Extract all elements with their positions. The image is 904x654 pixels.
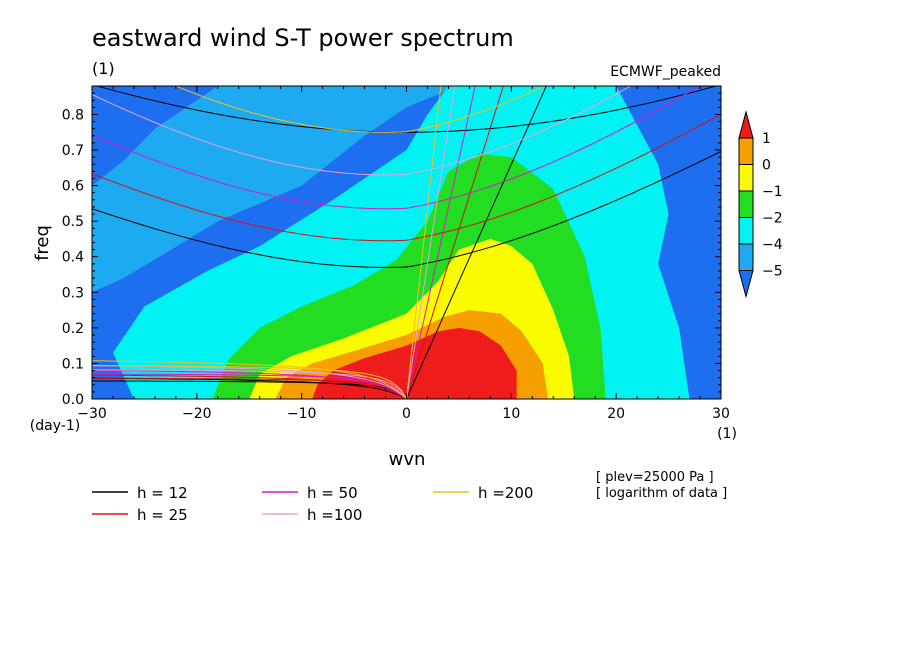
colorbar-label: −1 — [762, 184, 783, 200]
colorbar-band — [738, 217, 754, 245]
x-tick-label: 30 — [712, 406, 730, 422]
legend-label: h = 12 — [137, 484, 188, 502]
y-tick-label: 0.6 — [62, 179, 84, 195]
kelvin-curve-h12 — [406, 86, 547, 399]
y-tick-label: 0.1 — [62, 356, 84, 372]
rossby-curve-h200 — [92, 360, 407, 399]
y-tick-label: 0.5 — [62, 214, 84, 230]
y-tick-label: 0.0 — [62, 392, 84, 408]
colorbar-label: 1 — [762, 131, 771, 147]
y-tick-label: 0.3 — [62, 285, 84, 301]
y-tick-label: 0.7 — [62, 143, 84, 159]
mrg-low-curve-h12 — [92, 380, 407, 399]
x-axis-units: (1) — [717, 426, 737, 442]
mrg-high-curve-h25 — [92, 113, 721, 242]
contour-level-neg5 — [92, 86, 459, 293]
x-tick-label: 10 — [502, 406, 520, 422]
ig-curve-h50 — [92, 0, 721, 8]
mrg-high-curve-h50 — [92, 86, 701, 210]
y-axis-label: freq — [32, 225, 53, 261]
y-tick-label: 0.8 — [62, 107, 84, 123]
mrg-high-curve-h100 — [92, 86, 632, 176]
kelvin-curve-h50 — [406, 86, 476, 399]
mrg-high-curve-h200 — [174, 86, 546, 133]
colorbar-label: −4 — [762, 237, 783, 253]
mrg-high-curve-h12 — [92, 150, 721, 268]
plev-note: [ plev=25000 Pa ] — [596, 470, 714, 485]
mrg-low-curve-h25 — [92, 377, 407, 399]
rossby-curve-h25 — [92, 374, 407, 399]
colorbar-label: −5 — [762, 264, 783, 280]
x-tick-label: −20 — [182, 406, 212, 422]
y-tick-label: 0.4 — [62, 250, 84, 266]
x-tick-label: −10 — [287, 406, 317, 422]
x-tick-label: 20 — [607, 406, 625, 422]
mrg-low-curve-h200 — [92, 365, 407, 399]
chart-title: eastward wind S-T power spectrum — [92, 24, 514, 52]
legend-label: h =200 — [478, 484, 533, 502]
x-tick-label: 0 — [402, 406, 411, 422]
colorbar-top-arrow — [738, 110, 754, 139]
colorbar-label: 0 — [762, 158, 771, 174]
y-axis-units: (day-1) — [30, 418, 80, 434]
legend-label: h = 50 — [307, 484, 358, 502]
log-note: [ logarithm of data ] — [596, 486, 727, 501]
legend-label: h =100 — [307, 506, 362, 524]
x-tick-label: −30 — [77, 406, 107, 422]
colorbar-band — [738, 164, 754, 192]
legend-label: h = 25 — [137, 506, 188, 524]
colorbar-band — [738, 137, 754, 165]
colorbar-band — [738, 243, 754, 271]
model-name: ECMWF_peaked — [610, 64, 721, 80]
y-tick-label: 0.2 — [62, 321, 84, 337]
kelvin-curve-h25 — [406, 86, 504, 399]
colorbar-label: −2 — [762, 211, 783, 227]
mrg-low-curve-h50 — [92, 373, 407, 399]
rossby-curve-h50 — [92, 369, 407, 399]
colorbar-band — [738, 190, 754, 218]
mrg-low-curve-h100 — [92, 369, 407, 399]
colorbar-bottom-arrow — [738, 270, 754, 299]
title-units: (1) — [92, 59, 115, 78]
x-axis-label: wvn — [389, 449, 426, 470]
